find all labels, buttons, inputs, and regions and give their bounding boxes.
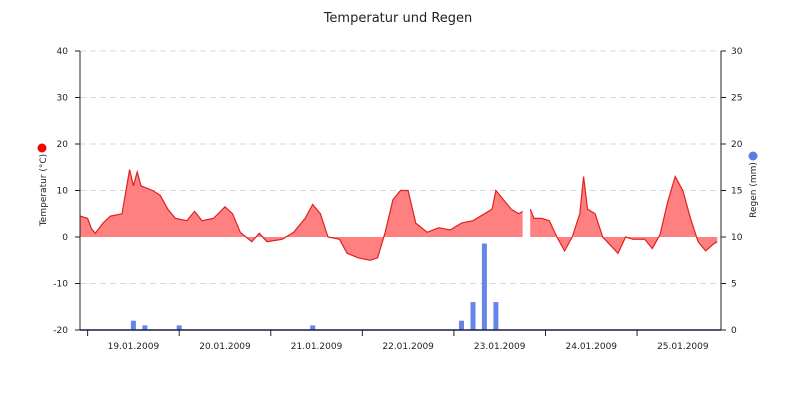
rain-bar (459, 320, 464, 330)
x-tick-label: 23.01.2009 (474, 342, 526, 352)
right-tick-label: 20 (731, 140, 743, 150)
x-tick-label: 19.01.2009 (108, 342, 160, 352)
left-tick-label: 10 (57, 187, 69, 197)
x-tick-label: 22.01.2009 (382, 342, 434, 352)
date-axis-labels: 19.01.2009 20.01.2009 21.01.2009 22.01.2009… (87, 330, 709, 352)
x-tick-label: 24.01.2009 (566, 342, 618, 352)
temperature-line (529, 175, 718, 255)
chart-title: Temperatur und Regen (323, 11, 473, 26)
rain-bar (130, 320, 136, 330)
right-axis-ticks: 30 25 20 15 10 5 0 (721, 47, 743, 336)
rain-bar (493, 302, 499, 330)
right-tick-label: 30 (731, 47, 743, 57)
rain-bar (142, 325, 148, 330)
temperature-area (80, 169, 523, 261)
x-tick-label: 20.01.2009 (199, 342, 251, 352)
right-tick-label: 15 (731, 187, 742, 197)
grid-lines (80, 50, 721, 284)
x-tick-label: 25.01.2009 (657, 342, 709, 352)
left-tick-label: -20 (53, 326, 68, 336)
x-tick-label: 21.01.2009 (291, 342, 343, 352)
rain-bar (176, 325, 182, 330)
rain-bar (470, 302, 476, 330)
temperature-line (79, 169, 523, 261)
right-tick-label: 0 (731, 326, 737, 336)
right-tick-label: 5 (731, 280, 737, 290)
right-tick-label: 25 (731, 94, 742, 104)
temperature-series (79, 169, 718, 261)
temperature-area (530, 176, 718, 254)
rain-axis-label: Regen (mm) (749, 162, 759, 218)
rain-bar (310, 325, 316, 330)
right-tick-label: 10 (731, 233, 743, 243)
left-axis-ticks: 40 30 20 10 0 -10 -20 (53, 47, 80, 336)
left-tick-label: 30 (57, 94, 69, 104)
rain-legend-marker (748, 151, 758, 161)
left-tick-label: -10 (53, 280, 68, 290)
rain-bar (481, 243, 487, 330)
temperature-legend-marker (37, 143, 47, 153)
temperature-axis-label: Temperatur (°C) (39, 154, 49, 227)
left-tick-label: 20 (57, 140, 69, 150)
rain-series (130, 243, 499, 330)
left-tick-label: 40 (57, 47, 69, 57)
left-tick-label: 0 (62, 233, 68, 243)
